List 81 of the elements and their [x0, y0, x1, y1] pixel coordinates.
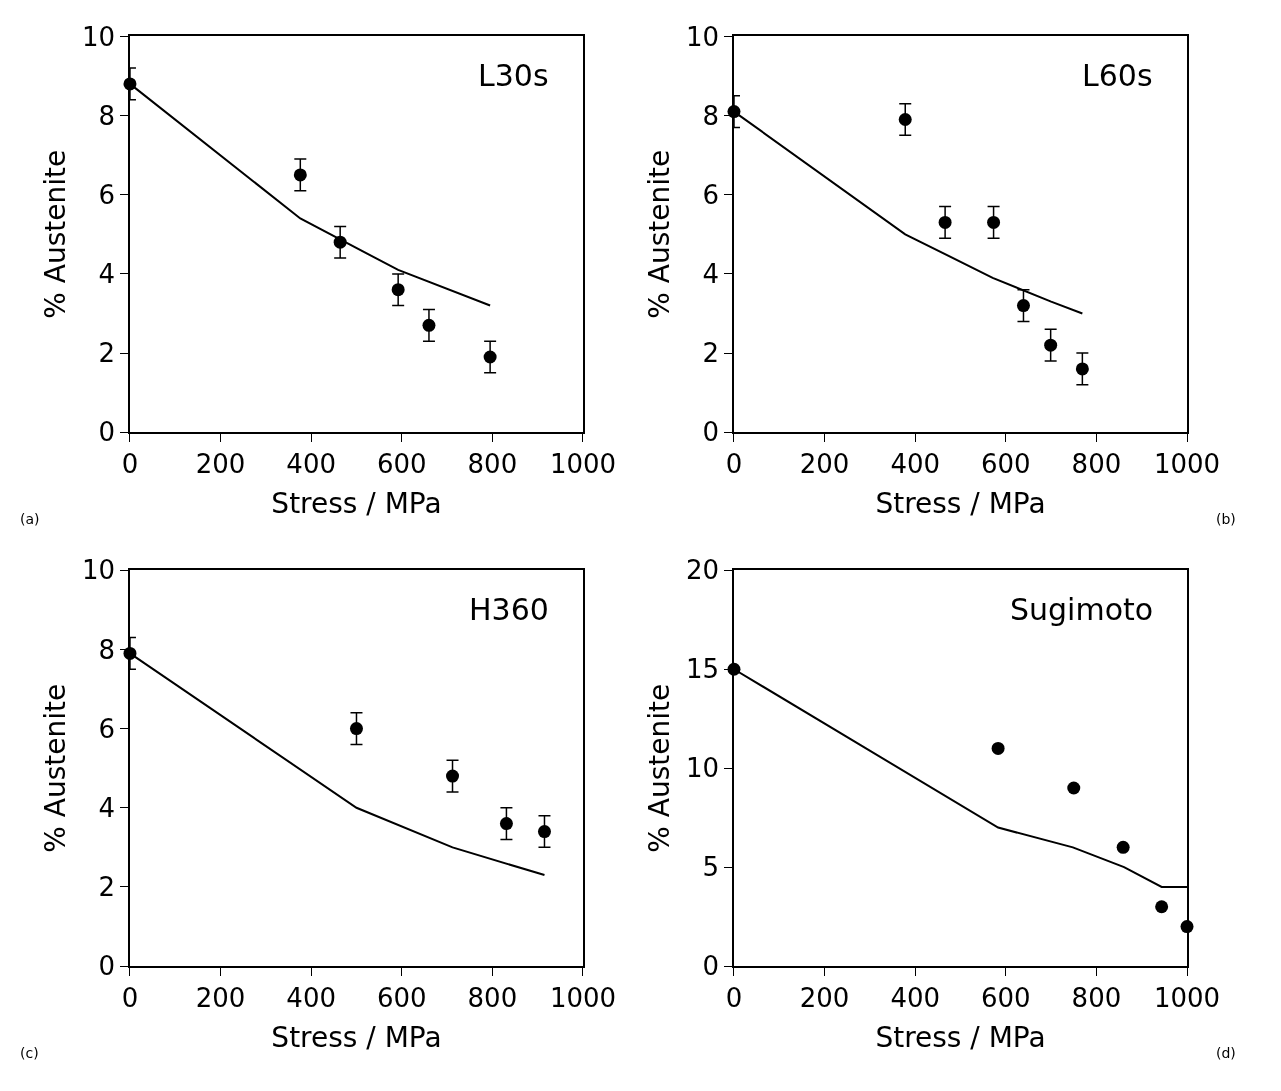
- y-tick-label: 0: [702, 417, 720, 448]
- y-tick-label: 15: [685, 654, 720, 685]
- y-tick-label: 0: [98, 417, 116, 448]
- text: (a): [20, 511, 40, 527]
- y-axis-title: % Austenite: [643, 149, 677, 319]
- x-tick-label: 600: [376, 983, 427, 1014]
- point: [991, 741, 1005, 755]
- y-tick-label: 2: [702, 338, 720, 369]
- x-tick-label: 400: [890, 449, 941, 480]
- text: (b): [1216, 511, 1236, 527]
- y-tick-label: 0: [702, 951, 720, 982]
- x-tick-label: 200: [799, 983, 850, 1014]
- point: [537, 825, 551, 839]
- x-tick-label: 1000: [1153, 983, 1221, 1014]
- point: [898, 113, 912, 127]
- y-tick-label: 10: [81, 555, 116, 586]
- x-tick-label: 400: [890, 983, 941, 1014]
- y-tick-label: 6: [98, 713, 116, 744]
- x-tick-label: 200: [799, 449, 850, 480]
- text: Sugimoto: [1010, 592, 1154, 627]
- x-tick-label: 800: [1071, 983, 1122, 1014]
- x-tick-label: 0: [725, 983, 743, 1014]
- x-tick-label: 200: [195, 449, 246, 480]
- point: [1016, 299, 1030, 313]
- point: [349, 722, 363, 736]
- point: [1044, 338, 1058, 352]
- x-tick-label: 800: [467, 449, 518, 480]
- text: L60s: [1082, 58, 1153, 93]
- y-axis-title: % Austenite: [39, 683, 73, 853]
- y-tick-label: 2: [98, 338, 116, 369]
- x-axis-title: Stress / MPa: [271, 1020, 442, 1054]
- y-tick-label: 10: [81, 21, 116, 52]
- x-axis-title: Stress / MPa: [875, 1020, 1046, 1054]
- point: [1116, 840, 1130, 854]
- y-tick-label: 10: [685, 21, 720, 52]
- point: [391, 283, 405, 297]
- y-tick-label: 6: [702, 179, 720, 210]
- point: [483, 350, 497, 364]
- point: [499, 817, 513, 831]
- y-axis-title: % Austenite: [643, 683, 677, 853]
- x-tick-label: 1000: [1153, 449, 1221, 480]
- x-tick-label: 400: [286, 983, 336, 1014]
- x-axis-title: Stress / MPa: [875, 486, 1046, 520]
- x-tick-label: 0: [121, 449, 139, 480]
- text: H360: [469, 592, 549, 627]
- x-tick-label: 0: [121, 983, 139, 1014]
- x-tick-label: 600: [980, 983, 1031, 1014]
- y-tick-label: 4: [98, 792, 116, 823]
- text: (c): [20, 1045, 39, 1061]
- x-tick-label: 600: [376, 449, 427, 480]
- y-tick-label: 8: [98, 100, 116, 131]
- x-tick-label: 200: [195, 983, 246, 1014]
- point: [422, 318, 436, 332]
- y-tick-label: 4: [98, 258, 116, 289]
- x-tick-label: 1000: [549, 983, 617, 1014]
- point: [1155, 900, 1169, 914]
- text: L30s: [478, 58, 549, 93]
- point: [1075, 362, 1089, 376]
- y-tick-label: 8: [702, 100, 720, 131]
- x-axis-title: Stress / MPa: [271, 486, 442, 520]
- x-tick-label: 0: [725, 449, 743, 480]
- point: [293, 168, 307, 182]
- point: [1067, 781, 1081, 795]
- y-tick-label: 6: [98, 179, 116, 210]
- y-tick-label: 2: [98, 872, 116, 903]
- text: (d): [1216, 1045, 1236, 1061]
- y-tick-label: 20: [685, 555, 720, 586]
- y-tick-label: 0: [98, 951, 116, 982]
- y-axis-title: % Austenite: [39, 149, 73, 319]
- x-tick-label: 400: [286, 449, 336, 480]
- point: [987, 215, 1001, 229]
- y-tick-label: 8: [98, 634, 116, 665]
- x-tick-label: 600: [980, 449, 1031, 480]
- y-tick-label: 10: [685, 753, 720, 784]
- y-tick-label: 4: [702, 258, 720, 289]
- x-tick-label: 1000: [549, 449, 617, 480]
- x-tick-label: 800: [1071, 449, 1122, 480]
- x-tick-label: 800: [467, 983, 518, 1014]
- y-tick-label: 5: [702, 852, 720, 883]
- point: [446, 769, 460, 783]
- point: [938, 215, 952, 229]
